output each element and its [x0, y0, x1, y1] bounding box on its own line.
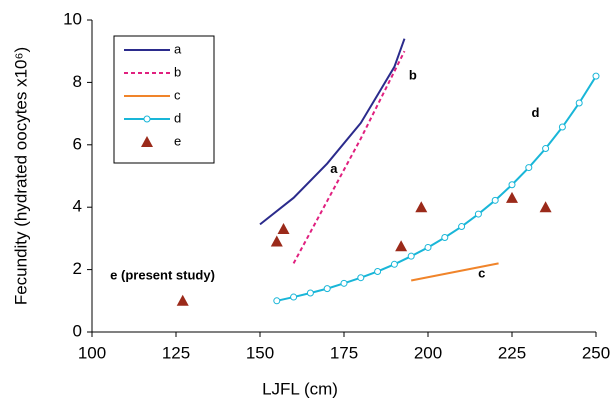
point [424, 243, 432, 251]
series-line [292, 50, 406, 264]
y-axis-label: Fecundity (hydrated oocytes x10⁶) [11, 47, 30, 305]
point [395, 240, 408, 252]
point [277, 223, 290, 235]
x-axis-label: LJFL (cm) [262, 379, 338, 398]
point [290, 293, 298, 301]
annotation: d [532, 105, 540, 120]
legend-label: e [174, 133, 181, 148]
series-line [411, 262, 499, 282]
x-tick-label: 100 [78, 343, 106, 362]
legend-label: a [174, 41, 182, 56]
annotation: b [409, 68, 417, 83]
x-tick-label: 150 [246, 343, 274, 362]
point [525, 164, 533, 172]
point [458, 223, 466, 231]
point [273, 297, 281, 305]
point [176, 294, 189, 306]
point [491, 196, 499, 204]
y-tick-label: 4 [73, 197, 82, 216]
legend-label: d [174, 110, 181, 125]
y-tick-label: 2 [73, 259, 82, 278]
series-line [259, 38, 406, 226]
point [340, 279, 348, 287]
legend-box [113, 35, 215, 164]
x-tick-label: 250 [582, 343, 610, 362]
x-tick-label: 200 [414, 343, 442, 362]
point [415, 201, 428, 213]
y-tick-label: 10 [63, 9, 82, 28]
point [270, 235, 283, 247]
x-tick-label: 225 [498, 343, 526, 362]
series-line [276, 75, 597, 302]
point [441, 233, 449, 241]
point [474, 210, 482, 218]
y-tick-label: 8 [73, 72, 82, 91]
x-tick-label: 175 [330, 343, 358, 362]
point [306, 289, 314, 297]
point [592, 72, 600, 80]
point [407, 252, 415, 260]
legend-label: c [174, 87, 181, 102]
y-tick-label: 6 [73, 134, 82, 153]
point [357, 274, 365, 282]
legend-marker [141, 136, 153, 147]
point [506, 191, 518, 203]
annotation: e (present study) [110, 267, 215, 282]
point [575, 99, 583, 107]
point [558, 123, 566, 131]
x-tick-label: 125 [162, 343, 190, 362]
y-tick-label: 0 [73, 321, 82, 340]
point [539, 201, 552, 213]
point [374, 267, 382, 275]
point [323, 285, 331, 293]
point [508, 181, 516, 189]
legend-marker [143, 115, 151, 123]
legend-label: b [174, 64, 181, 79]
annotation: c [478, 266, 485, 281]
point [390, 260, 398, 268]
point [542, 145, 550, 153]
annotation: a [330, 161, 338, 176]
